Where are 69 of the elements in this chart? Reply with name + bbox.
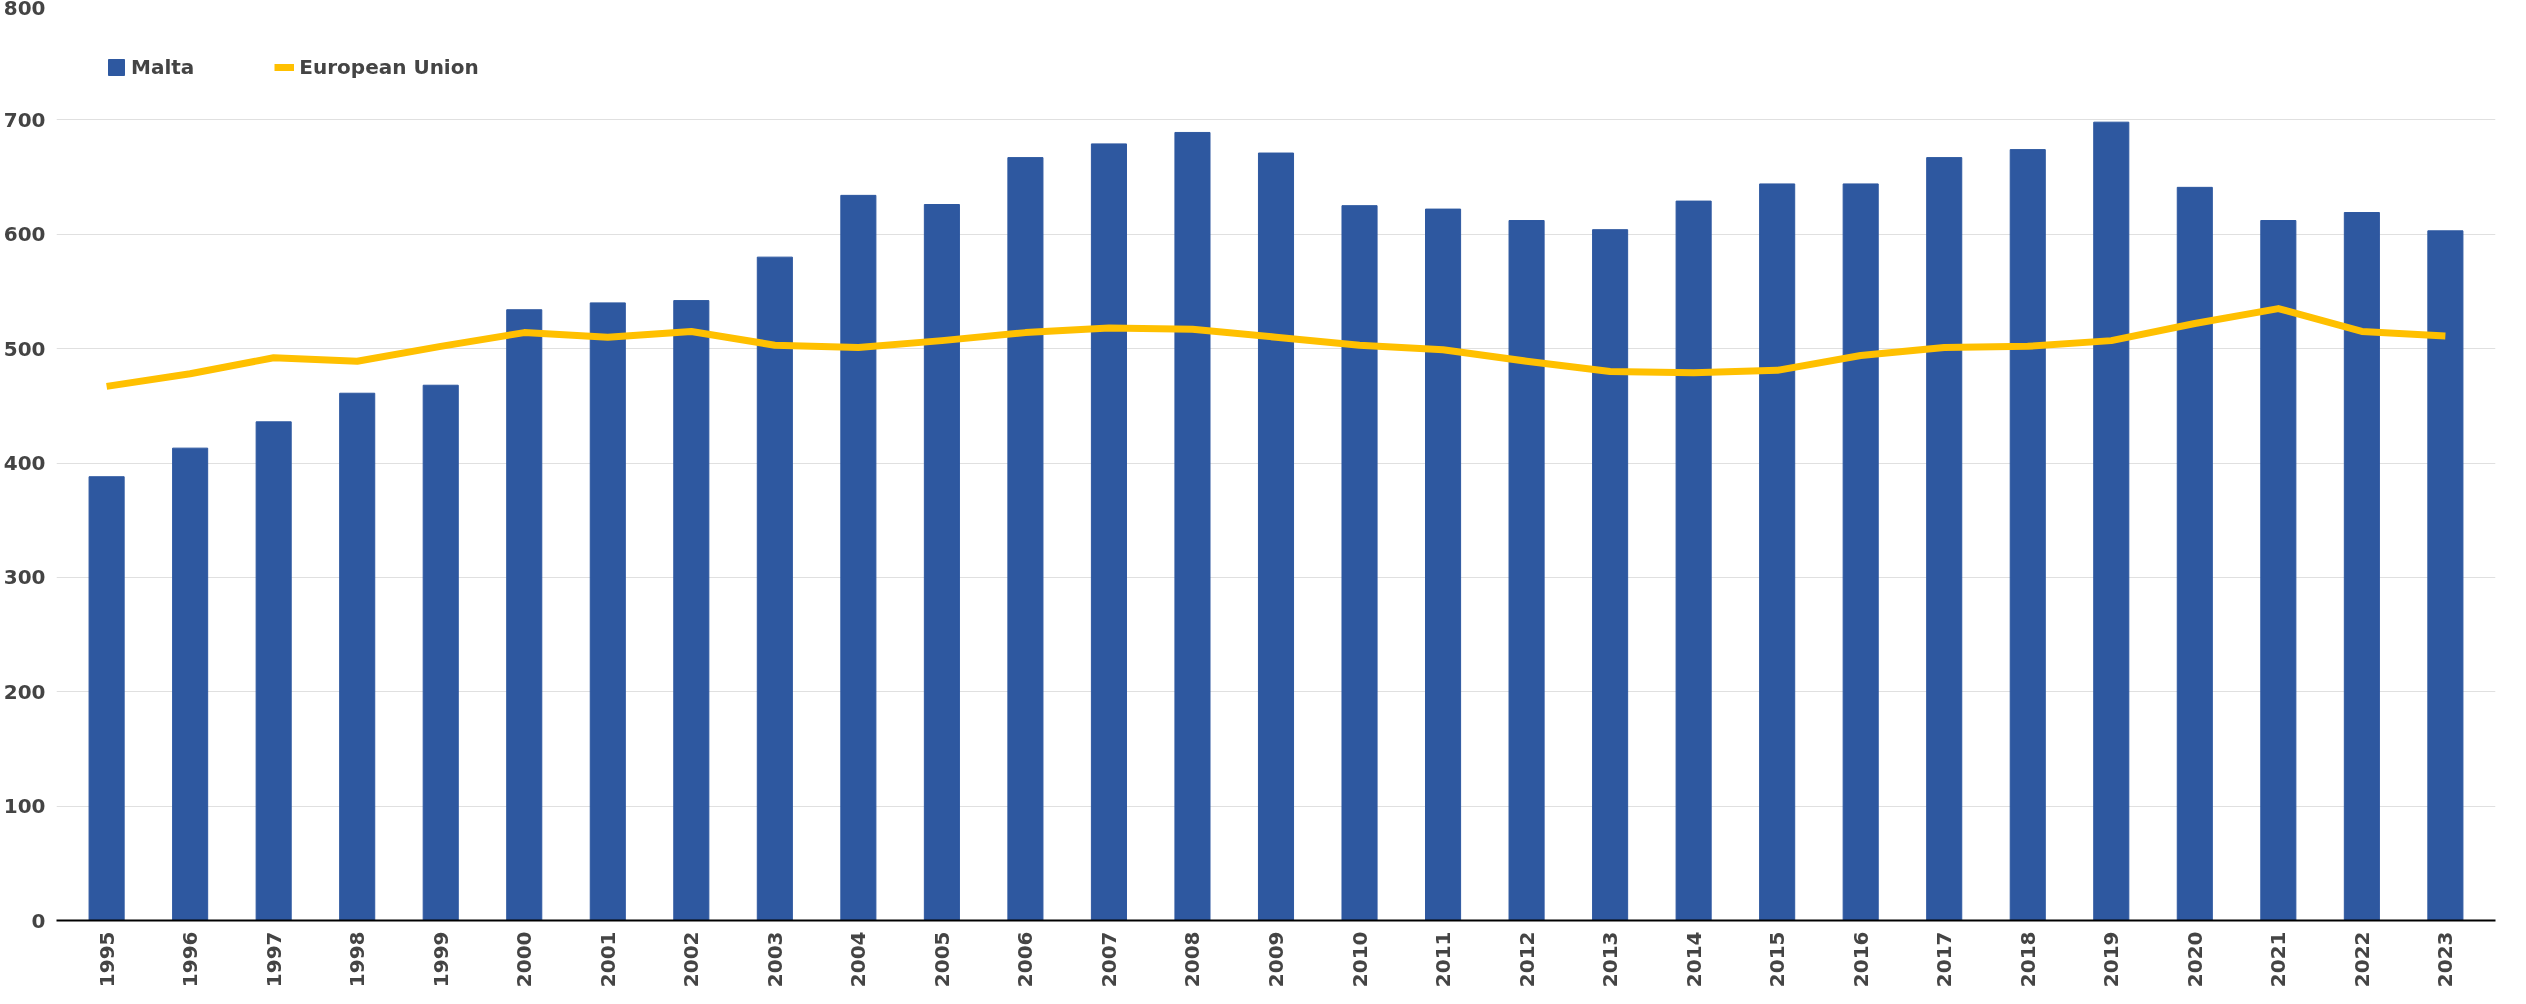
x-tick-label: 2015	[1765, 931, 1790, 988]
x-tick-label: 2019	[2099, 931, 2124, 988]
bar	[673, 300, 710, 921]
bar	[2176, 186, 2213, 921]
bar	[840, 194, 877, 921]
x-tick-label: 2005	[929, 931, 954, 988]
x-tick-label: 2006	[1013, 931, 1038, 988]
x-tick-label: 1998	[345, 931, 370, 988]
y-tick-label: 400	[3, 451, 46, 475]
bar	[1425, 208, 1462, 921]
bar	[2260, 220, 2297, 921]
x-tick-label: 2021	[2266, 931, 2291, 988]
bar	[1926, 157, 1963, 921]
bar	[1592, 229, 1629, 921]
x-tick-label: 2010	[1347, 931, 1372, 988]
bar	[1090, 143, 1127, 921]
bar	[1007, 157, 1044, 921]
x-tick-label: 2000	[512, 931, 537, 988]
x-tick-label: 1996	[178, 931, 203, 988]
y-tick-label: 100	[3, 794, 46, 819]
x-tick-label: 1995	[94, 931, 119, 988]
legend-label: Malta	[131, 55, 195, 79]
bar	[339, 392, 376, 921]
x-tick-label: 2001	[595, 931, 620, 988]
x-tick-label: 2002	[679, 931, 704, 988]
bar	[255, 421, 292, 921]
x-tick-label: 1997	[261, 931, 286, 988]
x-tick-label: 2016	[1848, 931, 1873, 988]
x-tick-label: 2013	[1598, 931, 1623, 988]
bar	[2093, 121, 2130, 921]
bar	[923, 204, 960, 921]
bar	[422, 384, 459, 921]
bar	[1257, 152, 1295, 921]
y-tick-label: 500	[3, 336, 46, 361]
bar	[172, 447, 209, 921]
legend-label: European Union	[299, 55, 479, 79]
bar	[2009, 149, 2046, 921]
bar	[1508, 220, 1545, 921]
bar	[1675, 200, 1712, 921]
bar	[1341, 205, 1378, 921]
bar	[1842, 183, 1879, 921]
x-tick-label: 2017	[1932, 931, 1957, 988]
x-tick-label: 2020	[2182, 931, 2207, 988]
x-tick-label: 2004	[846, 931, 871, 988]
y-tick-label: 0	[31, 908, 46, 933]
bar	[506, 309, 543, 921]
y-tick-label: 200	[3, 679, 46, 704]
x-tick-label: 2022	[2349, 931, 2374, 988]
bar	[2343, 212, 2380, 921]
x-tick-label: 2011	[1431, 931, 1456, 988]
bar	[1759, 183, 1796, 921]
x-tick-label: 2003	[762, 931, 787, 988]
bar	[88, 476, 125, 921]
bar	[756, 256, 793, 921]
x-tick-label: 2014	[1681, 931, 1706, 988]
x-tick-label: 1999	[428, 931, 453, 988]
y-tick-label: 600	[3, 222, 46, 247]
bar	[1174, 131, 1211, 921]
x-tick-label: 2009	[1264, 931, 1288, 988]
x-tick-label: 2007	[1096, 931, 1121, 988]
x-tick-label: 2008	[1180, 931, 1205, 988]
bar	[2427, 230, 2464, 921]
bar	[589, 302, 626, 921]
x-tick-label: 2012	[1514, 931, 1539, 988]
x-tick-label: 2023	[2433, 931, 2458, 988]
y-tick-label: 800	[3, 0, 46, 20]
y-tick-label: 300	[3, 565, 46, 590]
y-tick-label: 700	[3, 107, 46, 132]
x-tick-label: 2018	[2015, 931, 2040, 988]
